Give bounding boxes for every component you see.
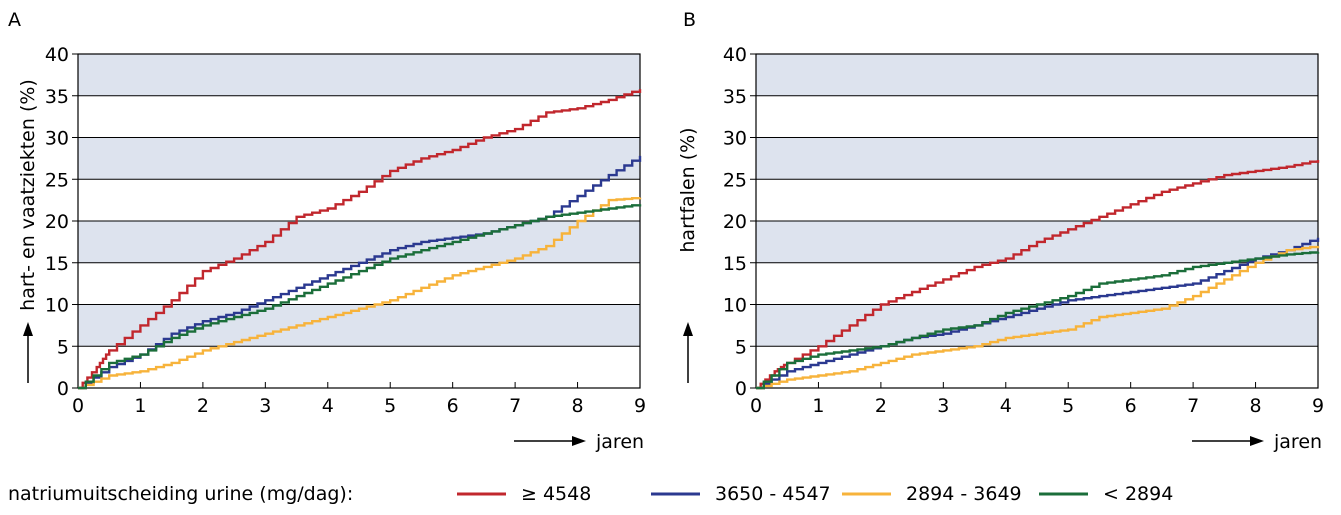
x-tick-label: 0 bbox=[72, 395, 84, 417]
x-tick-label: 0 bbox=[750, 395, 762, 417]
x-tick-label: 8 bbox=[1250, 395, 1262, 417]
y-tick-label: 20 bbox=[45, 211, 69, 233]
x-tick-label: 8 bbox=[572, 395, 584, 417]
x-tick-label: 7 bbox=[509, 395, 521, 417]
series-line-2 bbox=[756, 237, 1320, 390]
y-tick-label: 15 bbox=[45, 253, 69, 275]
y-tick-label: 0 bbox=[735, 378, 747, 400]
panel-label: B bbox=[683, 9, 696, 31]
y-tick-label: 10 bbox=[723, 295, 747, 317]
y-axis-title: hart- en vaatziekten (%) bbox=[17, 79, 39, 311]
y-tick-label: 40 bbox=[45, 44, 69, 66]
y-tick-label: 20 bbox=[723, 211, 747, 233]
x-axis-title: jaren bbox=[595, 431, 644, 453]
series-line-4 bbox=[78, 204, 642, 390]
y-tick-label: 5 bbox=[735, 336, 747, 358]
x-tick-label: 6 bbox=[447, 395, 459, 417]
y-axis-arrowhead bbox=[683, 322, 693, 336]
y-tick-label: 15 bbox=[723, 253, 747, 275]
x-tick-label: 1 bbox=[812, 395, 824, 417]
legend: natriumuitscheiding urine (mg/dag): ≥ 454… bbox=[8, 483, 1173, 505]
legend-label: 2894 - 3649 bbox=[906, 483, 1022, 505]
y-axis-title: hartfalen (%) bbox=[677, 127, 699, 252]
x-tick-label: 2 bbox=[197, 395, 209, 417]
background-band bbox=[756, 54, 1318, 96]
y-tick-label: 5 bbox=[57, 336, 69, 358]
y-tick-label: 40 bbox=[723, 44, 747, 66]
y-tick-label: 10 bbox=[45, 295, 69, 317]
x-tick-label: 2 bbox=[875, 395, 887, 417]
x-tick-label: 7 bbox=[1187, 395, 1199, 417]
series-line-4 bbox=[756, 251, 1320, 390]
y-axis-arrowhead bbox=[23, 322, 33, 336]
y-tick-label: 35 bbox=[45, 86, 69, 108]
y-tick-label: 25 bbox=[45, 169, 69, 191]
x-tick-label: 9 bbox=[1312, 395, 1324, 417]
y-tick-label: 30 bbox=[45, 128, 69, 150]
x-tick-label: 4 bbox=[1000, 395, 1012, 417]
x-tick-label: 4 bbox=[322, 395, 334, 417]
x-axis-arrowhead bbox=[1250, 436, 1264, 446]
series-line-1 bbox=[756, 160, 1320, 390]
y-tick-label: 30 bbox=[723, 128, 747, 150]
y-tick-label: 25 bbox=[723, 169, 747, 191]
x-tick-label: 5 bbox=[1062, 395, 1074, 417]
series-line-3 bbox=[78, 197, 642, 390]
legend-label: 3650 - 4547 bbox=[715, 483, 831, 505]
background-band bbox=[78, 54, 640, 96]
x-tick-label: 5 bbox=[384, 395, 396, 417]
y-tick-label: 35 bbox=[723, 86, 747, 108]
series-line-1 bbox=[78, 89, 642, 390]
x-tick-label: 6 bbox=[1125, 395, 1137, 417]
panel-label: A bbox=[8, 9, 21, 31]
y-tick-label: 0 bbox=[57, 378, 69, 400]
x-tick-label: 3 bbox=[259, 395, 271, 417]
x-axis-title: jaren bbox=[1273, 431, 1322, 453]
x-tick-label: 9 bbox=[634, 395, 646, 417]
background-band bbox=[756, 137, 1318, 180]
x-axis-arrowhead bbox=[572, 436, 586, 446]
background-band bbox=[78, 221, 640, 263]
background-band bbox=[78, 137, 640, 180]
legend-label: ≥ 4548 bbox=[521, 483, 591, 505]
x-tick-label: 1 bbox=[134, 395, 146, 417]
legend-label: < 2894 bbox=[1103, 483, 1173, 505]
x-tick-label: 3 bbox=[937, 395, 949, 417]
legend-title: natriumuitscheiding urine (mg/dag): bbox=[8, 483, 353, 505]
series-line-3 bbox=[756, 245, 1320, 390]
